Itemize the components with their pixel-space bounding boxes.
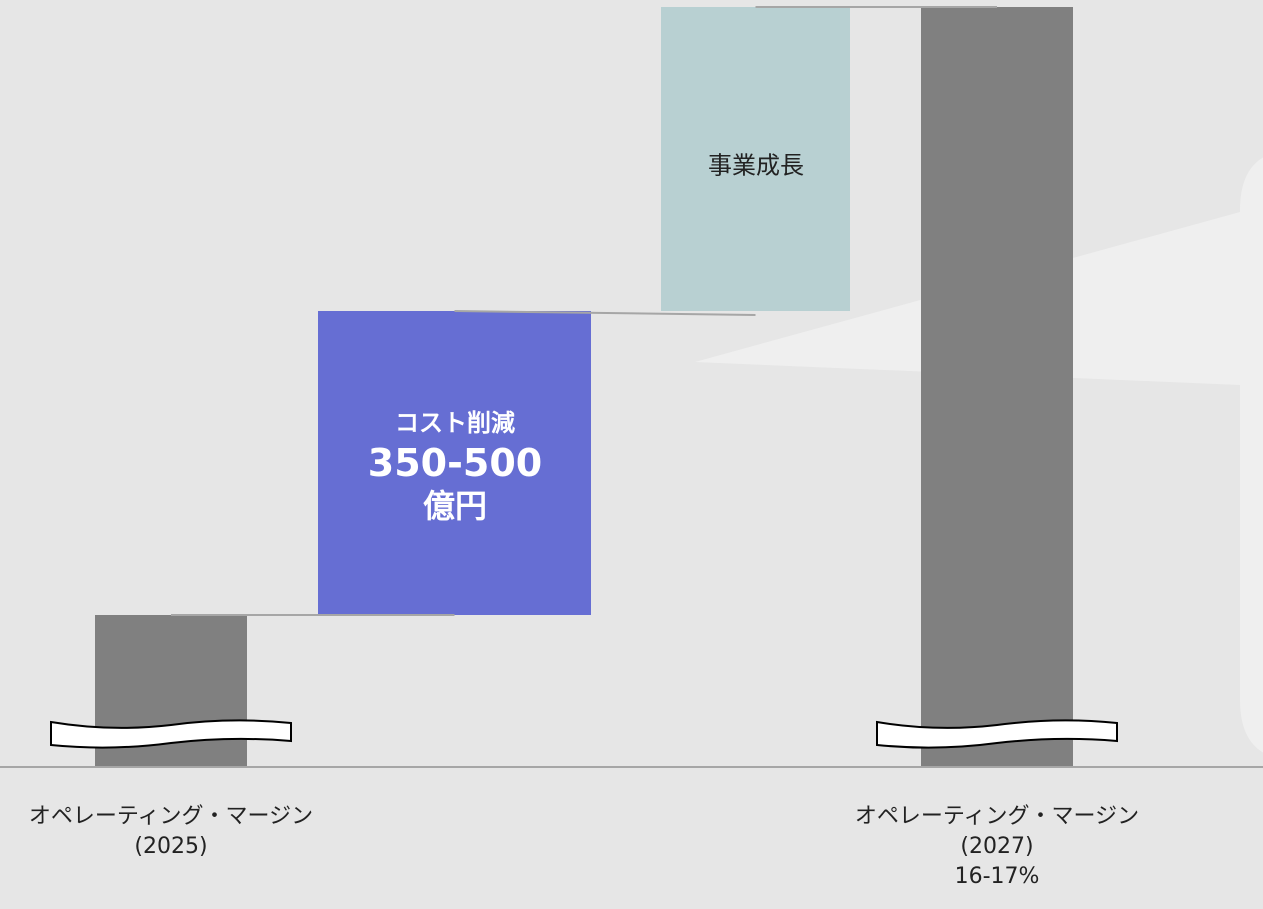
bar-business-growth (661, 7, 850, 311)
x-label-2025-year: (2025) (134, 834, 208, 859)
x-label-2027-title: オペレーティング・マージン (854, 804, 1140, 829)
x-label-2025-title: オペレーティング・マージン (28, 804, 314, 829)
x-label-2027: オペレーティング・マージン (2027) 16-17% (855, 802, 1139, 892)
callout-shape (695, 157, 1263, 753)
cost-reduction-unit: 億円 (422, 487, 488, 525)
x-label-2025: オペレーティング・マージン (2025) (29, 802, 313, 862)
bar-2027 (921, 7, 1073, 767)
x-label-2027-year: (2027) (960, 834, 1034, 859)
bar-cost-reduction (318, 311, 591, 615)
x-label-2027-value: 16-17% (954, 864, 1040, 889)
growth-label: 事業成長 (708, 151, 804, 180)
cost-reduction-amount: 350-500 (367, 441, 543, 485)
connector-line (454, 310, 756, 316)
axis-break-2027 (876, 719, 1118, 749)
cost-reduction-label: コスト削減 350-500 億円 (368, 406, 542, 526)
axis-break-2025 (50, 719, 292, 749)
cost-reduction-title: コスト削減 (394, 409, 515, 437)
